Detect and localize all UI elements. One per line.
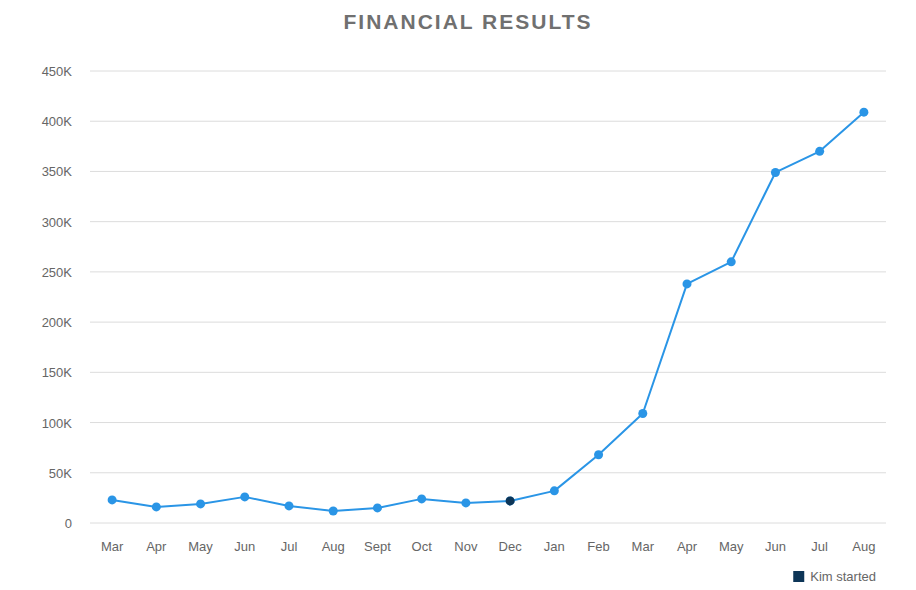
data-point [373, 503, 382, 512]
x-tick-label: Feb [587, 539, 609, 554]
data-point [727, 257, 736, 266]
data-point [815, 147, 824, 156]
data-point [196, 499, 205, 508]
x-tick-label: Jun [765, 539, 786, 554]
data-point [594, 450, 603, 459]
grid [90, 71, 886, 523]
grid-line [90, 372, 886, 373]
y-tick-label: 50K [49, 466, 72, 481]
data-point [859, 108, 868, 117]
x-tick-label: Jul [811, 539, 828, 554]
grid-line [90, 523, 886, 524]
data-point [329, 506, 338, 515]
x-tick-label: Dec [499, 539, 523, 554]
data-point [461, 498, 470, 507]
y-axis: 0 50K 100K 150K 200K 250K 300K 350K 400K 450K [42, 64, 73, 531]
x-tick-label: Aug [852, 539, 875, 554]
y-tick-label: 100K [42, 416, 73, 431]
grid-line [90, 472, 886, 473]
data-point [285, 501, 294, 510]
x-tick-label: Oct [412, 539, 433, 554]
data-layer [108, 108, 869, 516]
y-tick-label: 400K [42, 114, 73, 129]
legend-label: Kim started [810, 569, 876, 584]
data-point [638, 409, 647, 418]
x-tick-label: Jun [234, 539, 255, 554]
x-tick-label: Apr [677, 539, 698, 554]
x-tick-label: Jan [544, 539, 565, 554]
x-tick-label: Mar [101, 539, 124, 554]
y-tick-label: 200K [42, 315, 73, 330]
x-tick-label: Sept [364, 539, 391, 554]
grid-line [90, 171, 886, 172]
x-tick-label: Nov [454, 539, 478, 554]
data-point [550, 486, 559, 495]
y-tick-label: 250K [42, 265, 73, 280]
y-tick-label: 450K [42, 64, 73, 79]
chart-title: FINANCIAL RESULTS [343, 10, 592, 33]
data-point [108, 495, 117, 504]
x-tick-label: Jul [281, 539, 298, 554]
y-tick-label: 0 [65, 516, 72, 531]
x-tick-label: May [719, 539, 744, 554]
grid-line [90, 221, 886, 222]
data-point [240, 492, 249, 501]
grid-line [90, 422, 886, 423]
grid-line [90, 271, 886, 272]
data-point [506, 496, 515, 505]
data-point [771, 168, 780, 177]
x-axis: Mar Apr May Jun Jul Aug Sept Oct Nov Dec Jan Feb Mar… [101, 539, 876, 554]
x-tick-label: Mar [632, 539, 655, 554]
y-tick-label: 150K [42, 365, 73, 380]
data-point [683, 279, 692, 288]
y-tick-label: 300K [42, 215, 73, 230]
x-tick-label: Apr [146, 539, 167, 554]
grid-line [90, 71, 886, 72]
x-tick-label: Aug [322, 539, 345, 554]
y-tick-label: 350K [42, 164, 73, 179]
data-point [506, 496, 515, 505]
x-tick-label: May [188, 539, 213, 554]
legend: Kim started [793, 569, 876, 584]
data-point [417, 494, 426, 503]
series-line [112, 112, 864, 511]
data-point [152, 502, 161, 511]
grid-line [90, 121, 886, 122]
grid-line [90, 322, 886, 323]
legend-swatch [793, 571, 804, 582]
chart-root: FINANCIAL RESULTS 0 50K 100K 150K 200K 250K 300… [0, 0, 916, 590]
